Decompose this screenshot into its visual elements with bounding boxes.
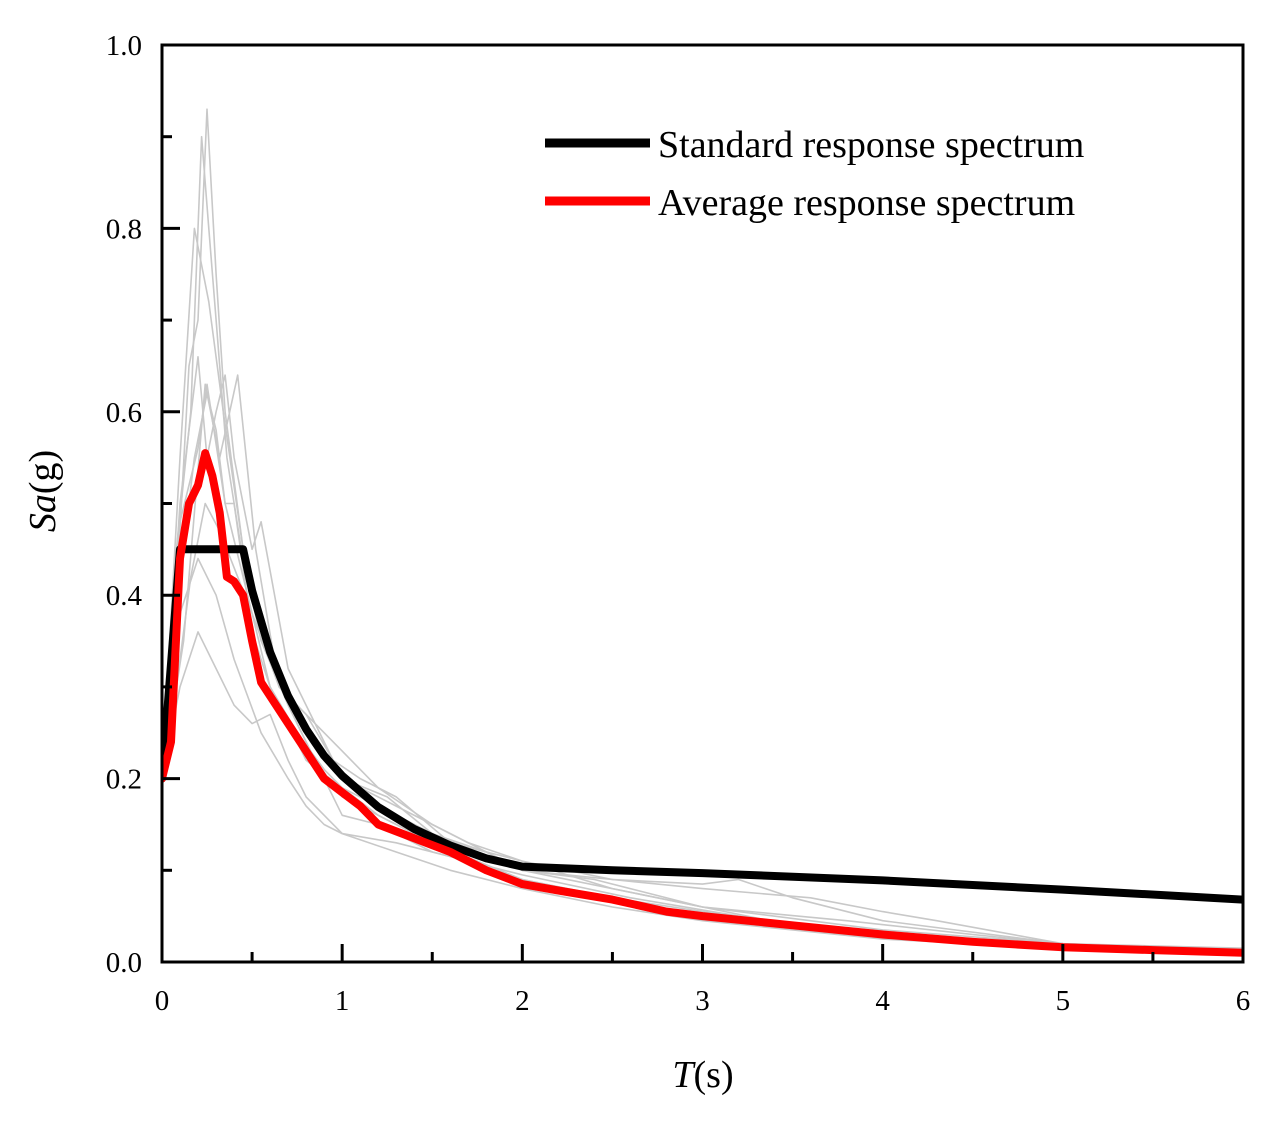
- standard-spectrum-line: [162, 545, 1243, 904]
- x-tick-label: 4: [875, 985, 890, 1017]
- y-tick-label: 1.0: [106, 30, 142, 62]
- y-tick-label: 0.6: [106, 397, 142, 429]
- y-axis-title: Sa(g): [22, 450, 64, 532]
- axes-layer: 0 1 2 3 4 5 6 0.0 0.2 0.4 0.6 0.8 1.0: [106, 30, 1251, 1017]
- legend: Standard response spectrum Average respo…: [545, 124, 1084, 224]
- x-axis-title: T(s): [672, 1054, 733, 1096]
- y-tick-label: 0.2: [106, 764, 142, 796]
- record-spectrum-line-9: [162, 383, 1243, 951]
- y-tick-label: 0.0: [106, 947, 142, 979]
- record-spectrum-line-5: [162, 631, 1243, 954]
- legend-standard-label: Standard response spectrum: [658, 124, 1084, 166]
- y-tick-label: 0.4: [106, 580, 143, 612]
- x-tick-label: 3: [695, 985, 710, 1017]
- x-tick-label: 5: [1056, 985, 1071, 1017]
- x-tick-label: 0: [155, 985, 170, 1017]
- x-tick-label: 1: [335, 985, 350, 1017]
- series-layer: [162, 108, 1243, 957]
- x-tick-label: 6: [1236, 985, 1251, 1017]
- plot-area: [162, 108, 1243, 957]
- y-tick-label: 0.8: [106, 213, 142, 245]
- average-spectrum-line: [162, 449, 1243, 957]
- legend-average-label: Average response spectrum: [658, 182, 1075, 224]
- x-tick-label: 2: [515, 985, 530, 1017]
